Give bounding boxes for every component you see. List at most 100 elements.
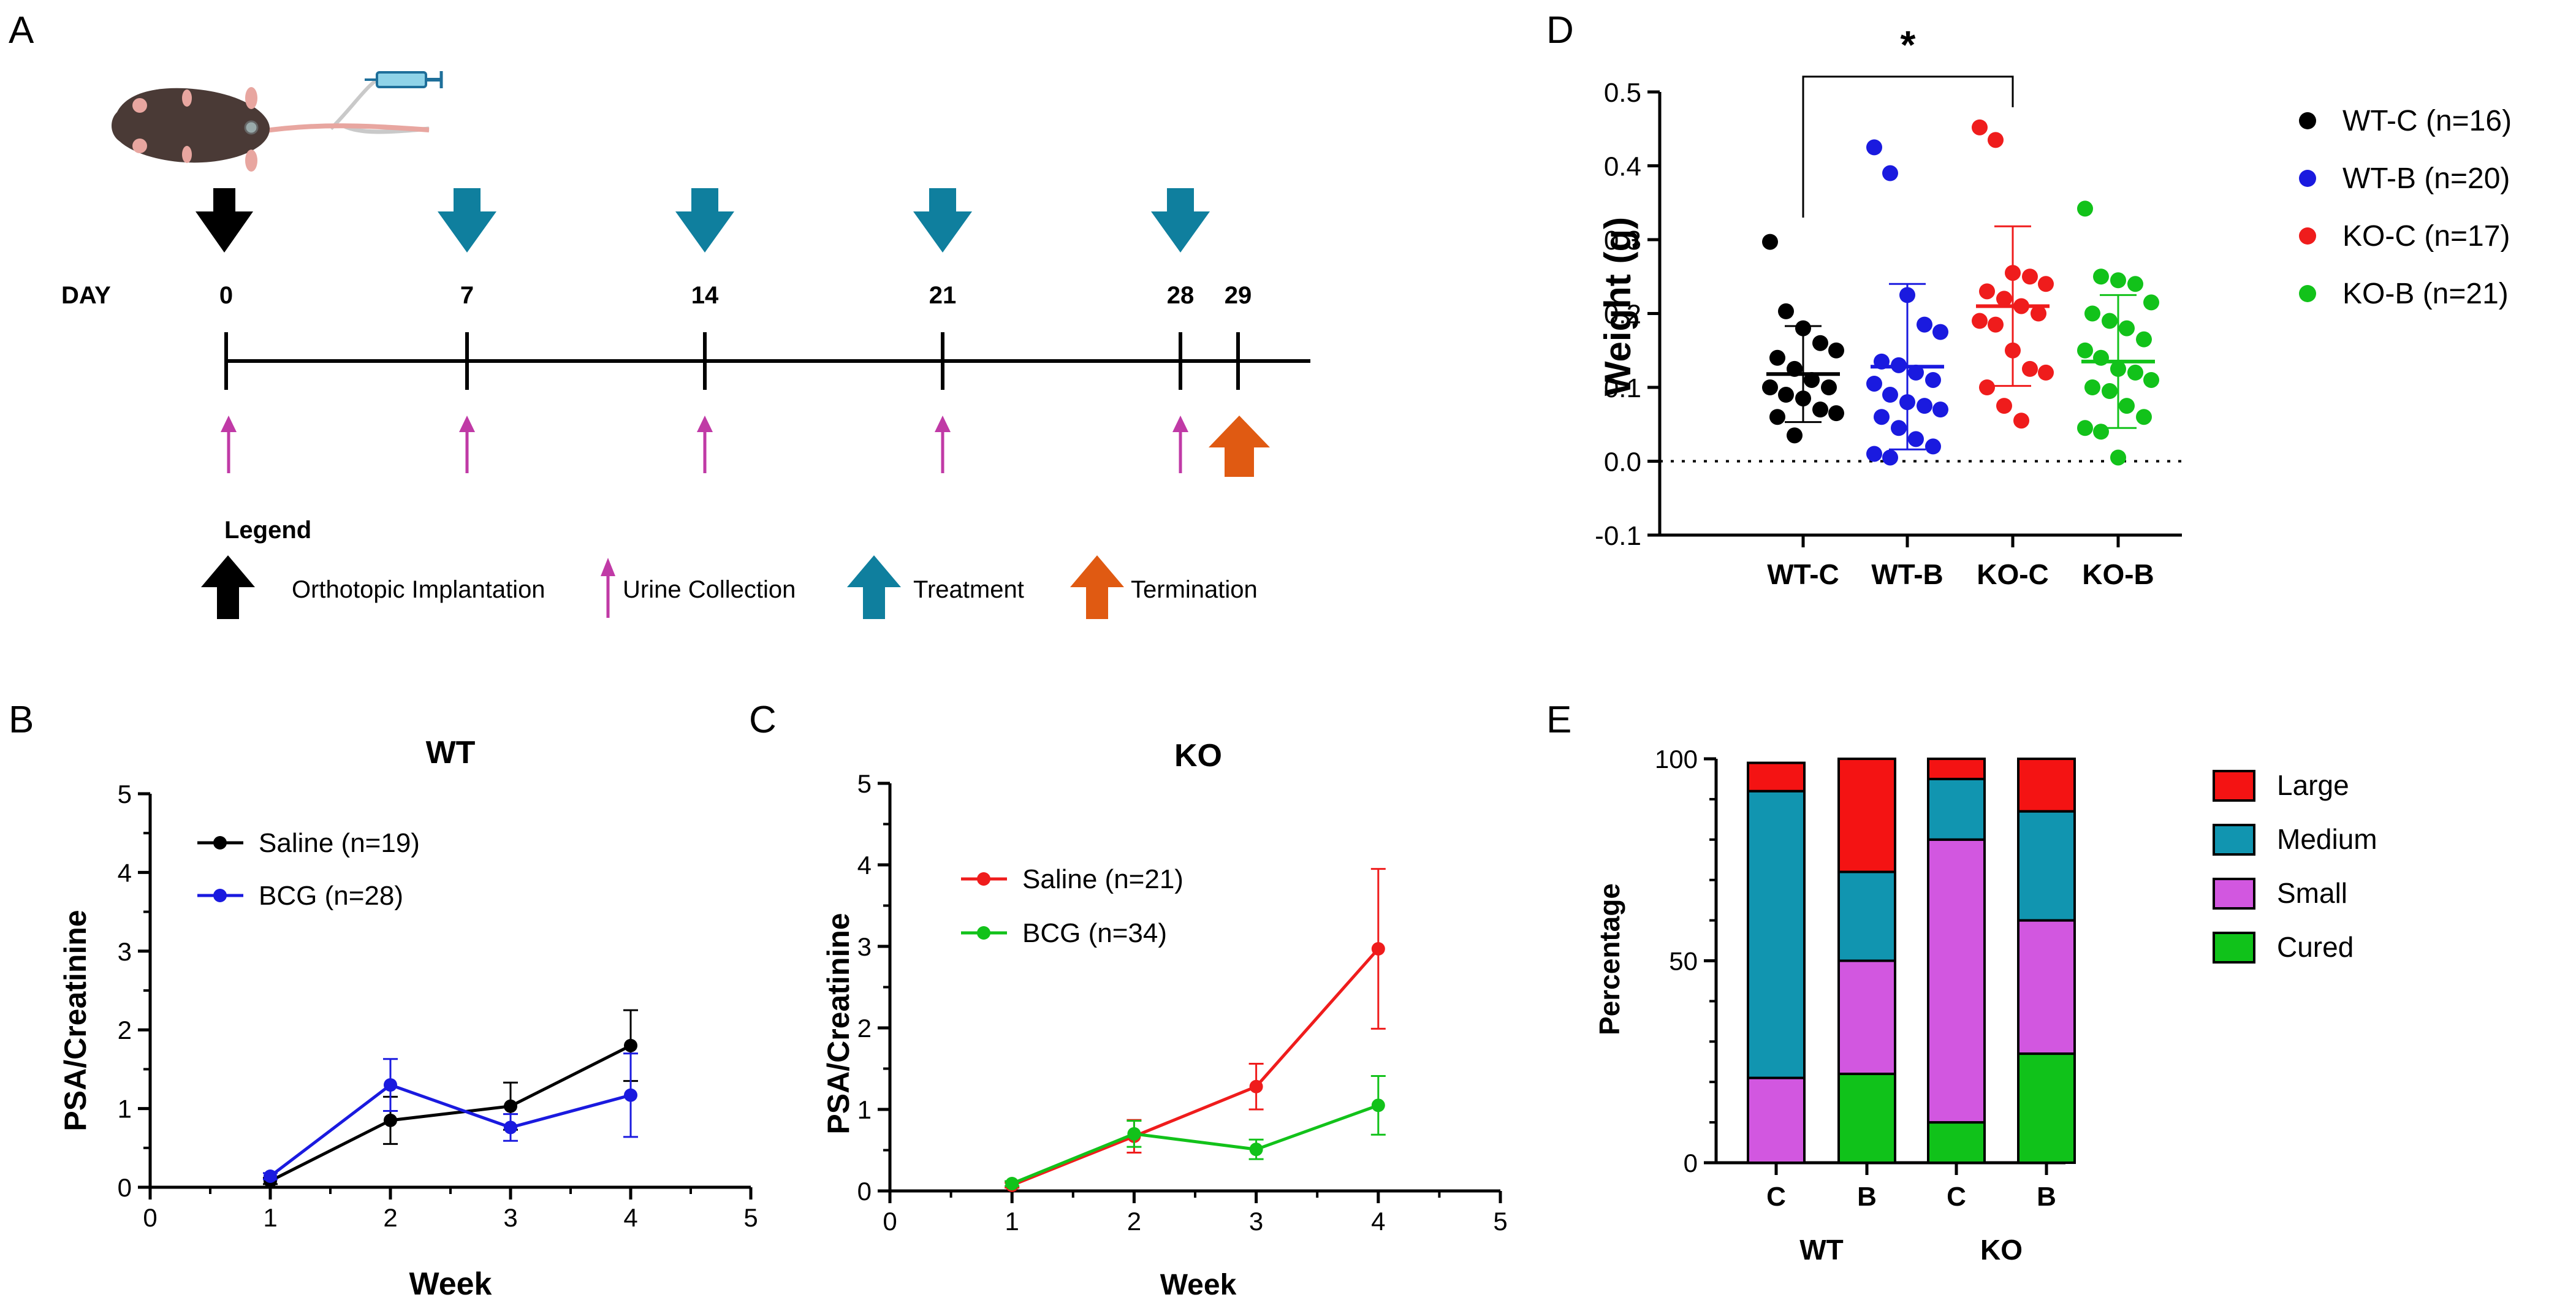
data-point xyxy=(2013,413,2029,429)
y-tick-label: 100 xyxy=(1655,745,1698,774)
line-plot-wt: 0 1 2 3 4 5 0 1 2 3 4 5 Saline (n=19) BCG (n=28) xyxy=(118,780,758,1232)
data-point xyxy=(2119,320,2135,337)
data-point xyxy=(1996,291,2012,307)
series-line xyxy=(1011,1103,1379,1185)
bar-segment xyxy=(1927,1121,1986,1164)
data-point xyxy=(1988,132,2004,148)
y-tick-label: 5 xyxy=(118,780,132,808)
legend-label: WT-B (n=20) xyxy=(2342,162,2510,195)
data-point xyxy=(1005,1177,1019,1191)
data-point xyxy=(1762,234,1778,250)
y-axis-label: PSA/Creatinine xyxy=(821,913,856,1134)
panel-c: C KO Week PSA/Creatinine 0 1 2 3 4 5 0 1 2 3 4 5 Sal… xyxy=(749,699,1508,1301)
data-point xyxy=(1866,446,1882,462)
data-point xyxy=(2136,409,2152,425)
y-tick-label: 4 xyxy=(857,851,872,880)
data-point xyxy=(1932,324,1948,340)
data-point xyxy=(1891,420,1907,436)
panel-letter-c: C xyxy=(749,699,777,741)
panel-e: E Percentage 0 50 100 C B C B WT KO Large Medium Sm… xyxy=(1546,699,2377,1266)
data-point xyxy=(1249,1079,1263,1093)
termination-arrow xyxy=(1209,416,1270,477)
bar-segment xyxy=(1747,789,1806,1079)
urine-arrow xyxy=(1172,416,1188,473)
data-point xyxy=(1996,398,2012,414)
data-point xyxy=(1769,409,1785,425)
panel-a: A xyxy=(9,9,1310,619)
implant-legend-icon xyxy=(201,555,255,619)
data-point xyxy=(1249,1143,1263,1157)
x-tick-label: 2 xyxy=(383,1203,397,1232)
legend-title: Legend xyxy=(224,517,311,544)
bar-segment xyxy=(2017,758,2076,813)
legend-label: KO-B (n=21) xyxy=(2342,278,2509,310)
data-point xyxy=(2038,276,2054,292)
bar-segment xyxy=(1837,1073,1896,1165)
legend-marker xyxy=(2299,227,2316,245)
legend-marker xyxy=(2299,170,2316,187)
data-point xyxy=(2102,383,2118,400)
bar-segment xyxy=(1927,777,1986,841)
day-value: 21 xyxy=(929,282,957,309)
data-point xyxy=(2136,331,2152,348)
data-point xyxy=(2143,371,2159,388)
y-tick-label: 2 xyxy=(118,1016,132,1044)
data-point xyxy=(2022,268,2038,285)
legend-marker xyxy=(2299,112,2316,129)
legend-label: BCG (n=34) xyxy=(1022,918,1167,948)
termination-legend-icon xyxy=(1070,555,1124,619)
y-axis-label: Percentage xyxy=(1594,883,1625,1035)
data-point xyxy=(1908,364,1924,381)
legend-label: Medium xyxy=(2277,823,2377,855)
treatment-arrow xyxy=(438,188,496,253)
x-tick-label: WT-C xyxy=(1767,558,1839,590)
data-point xyxy=(2084,305,2100,322)
y-tick-label: 4 xyxy=(118,858,132,887)
x-axis-label: Week xyxy=(1160,1269,1237,1301)
legend-swatch xyxy=(2213,770,2255,802)
urine-arrow xyxy=(935,416,951,473)
y-tick-label: 0.3 xyxy=(1604,226,1641,256)
legend-marker xyxy=(977,872,990,886)
timeline-axis xyxy=(224,332,1310,390)
data-point xyxy=(1925,438,1941,455)
x-tick-label: 5 xyxy=(1493,1207,1507,1236)
panel-letter-a: A xyxy=(9,9,34,51)
data-point xyxy=(1769,349,1785,366)
stacked-bar-chart: 0 50 100 C B C B WT KO Large Medium Small Cured xyxy=(1655,745,2377,1266)
y-tick-label: 0 xyxy=(1684,1149,1698,1177)
data-point xyxy=(1866,375,1882,392)
data-point xyxy=(1812,335,1828,351)
legend-label: Termination xyxy=(1131,576,1258,603)
treatment-legend-icon xyxy=(847,555,901,619)
y-tick-label: 0.2 xyxy=(1604,300,1641,330)
data-point xyxy=(1882,449,1898,466)
treatment-arrow xyxy=(675,188,734,253)
legend-label: BCG (n=28) xyxy=(259,881,403,911)
y-tick-label: 0.4 xyxy=(1604,152,1641,182)
legend-label: Orthotopic Implantation xyxy=(292,576,545,603)
treatment-arrow xyxy=(1151,188,1210,253)
series-line xyxy=(269,1083,631,1178)
data-point xyxy=(1917,398,1932,414)
data-point xyxy=(2077,420,2093,436)
data-point xyxy=(1821,379,1837,395)
bar-segment xyxy=(1927,758,1986,780)
legend-swatch xyxy=(2213,824,2255,856)
day-value: 28 xyxy=(1167,282,1195,309)
bar-segment xyxy=(1837,959,1896,1076)
data-point xyxy=(2093,424,2109,440)
data-point xyxy=(2110,272,2126,289)
data-point xyxy=(1972,119,1988,135)
treatment-arrow xyxy=(913,188,972,253)
data-point xyxy=(1828,342,1844,359)
day-label: DAY xyxy=(61,282,111,309)
y-tick-label: -0.1 xyxy=(1595,521,1641,551)
x-tick-label: 2 xyxy=(1127,1207,1141,1236)
panel-b: B WT Week PSA/Creatinine 0 1 2 3 4 5 0 1 2 3 4 5 Sal… xyxy=(9,699,758,1302)
data-point xyxy=(384,1078,397,1092)
data-point xyxy=(2143,294,2159,311)
legend-marker xyxy=(213,889,227,902)
data-point xyxy=(2102,313,2118,329)
chart-title: KO xyxy=(1174,738,1222,774)
